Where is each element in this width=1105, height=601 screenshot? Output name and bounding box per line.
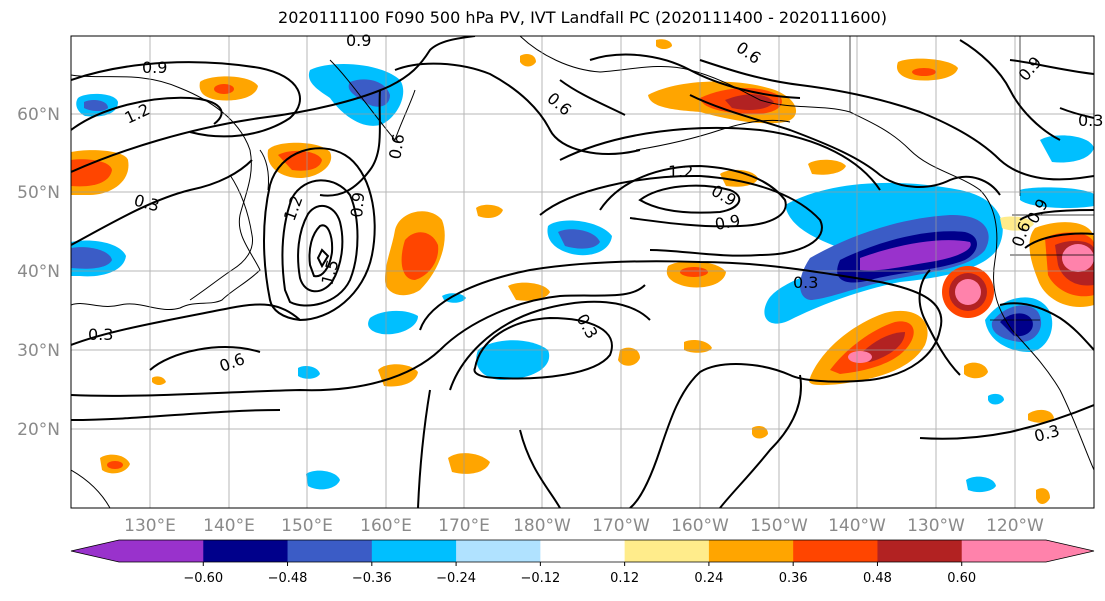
colorbar-swatch [371,540,457,562]
contour-label: 0.9 [142,58,167,77]
colorbar-tick-label: −0.12 [520,571,560,586]
colorbar-swatch [203,540,289,562]
ivt-shading [71,39,1094,504]
lat-label: 20°N [17,420,60,440]
colorbar-swatch [540,540,626,562]
contour-label: 0.9 [346,31,371,50]
lon-label: 140°W [828,516,886,536]
colorbar-tick-label: 0.60 [947,571,976,586]
lon-label: 120°W [986,516,1044,536]
lat-label: 30°N [17,341,60,361]
lon-label: 160°W [671,516,729,536]
contour-label: 0.6 [385,132,408,160]
lon-label: 160°E [360,516,412,536]
coastlines [71,36,1094,508]
colorbar-extend-max [1046,540,1094,562]
colorbar-swatch [877,540,963,562]
borders [849,36,1094,321]
colorbar-swatch [119,540,204,562]
contour-label: 0.3 [1078,111,1103,130]
colorbar-swatch [456,540,541,562]
map-title: 2020111100 F090 500 hPa PV, IVT Landfall… [278,8,887,27]
lon-label: 170°E [438,516,490,536]
latitude-labels: 60°N 50°N 40°N 30°N 20°N [17,105,60,440]
gridlines [71,36,1094,508]
colorbar-extend-min [71,540,119,562]
lat-label: 60°N [17,105,60,125]
colorbar-swatch [961,540,1047,562]
colorbar-tick-label: 0.48 [863,571,892,586]
contour-label: 0.3 [793,273,818,292]
colorbar-tick-label: −0.48 [268,571,308,586]
map-frame [70,35,1095,509]
colorbar-swatch [287,540,373,562]
colorbar: −0.60 −0.48 −0.36 −0.24 −0.12 0.12 0.24 0.36 0.4… [70,539,1095,586]
colorbar-tick-label: 0.12 [610,571,639,586]
colorbar-tick-label: −0.36 [352,571,392,586]
colorbar-tick-label: −0.60 [183,571,223,586]
lon-label: 140°E [203,516,255,536]
contour-label: 1.2 [668,162,693,181]
lat-label: 40°N [17,262,60,282]
lon-label: 130°E [124,516,176,536]
contour-label: 0.9 [713,211,741,234]
colorbar-swatch [624,540,710,562]
longitude-labels: 130°E 140°E 150°E 160°E 170°E 180°W 170°… [124,516,1044,536]
lat-label: 50°N [17,183,60,203]
pv-contours [71,36,1094,508]
contour-label: 0.9 [347,191,368,218]
contour-label: 0.3 [88,325,113,344]
contour-labels: 0.9 0.9 1.2 0.3 0.3 0.6 0.6 1.2 1.5 0.9 … [88,31,1103,446]
lon-label: 180°W [513,516,571,536]
lon-label: 170°W [592,516,650,536]
lon-label: 130°W [907,516,965,536]
colorbar-swatch [708,540,794,562]
lon-label: 150°W [750,516,808,536]
colorbar-tick-label: −0.24 [436,571,476,586]
colorbar-tick-label: 0.36 [779,571,808,586]
lon-label: 150°E [281,516,333,536]
colorbar-swatch [793,540,878,562]
colorbar-tick-label: 0.24 [694,571,723,586]
